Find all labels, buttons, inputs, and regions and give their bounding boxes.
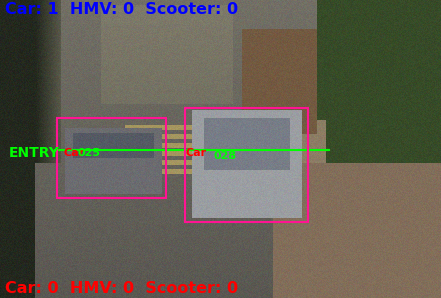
Text: ENTRY: ENTRY [9,146,60,159]
Text: Car: 1  HMV: 0  Scooter: 0: Car: 1 HMV: 0 Scooter: 0 [5,2,239,17]
Bar [57,118,166,198]
Text: Car: Car [64,148,85,158]
Text: 028: 028 [214,151,237,162]
Bar [185,108,308,222]
Text: Car: Car [185,148,206,158]
Text: Car: 0  HMV: 0  Scooter: 0: Car: 0 HMV: 0 Scooter: 0 [5,281,239,296]
Text: 025: 025 [77,148,100,158]
